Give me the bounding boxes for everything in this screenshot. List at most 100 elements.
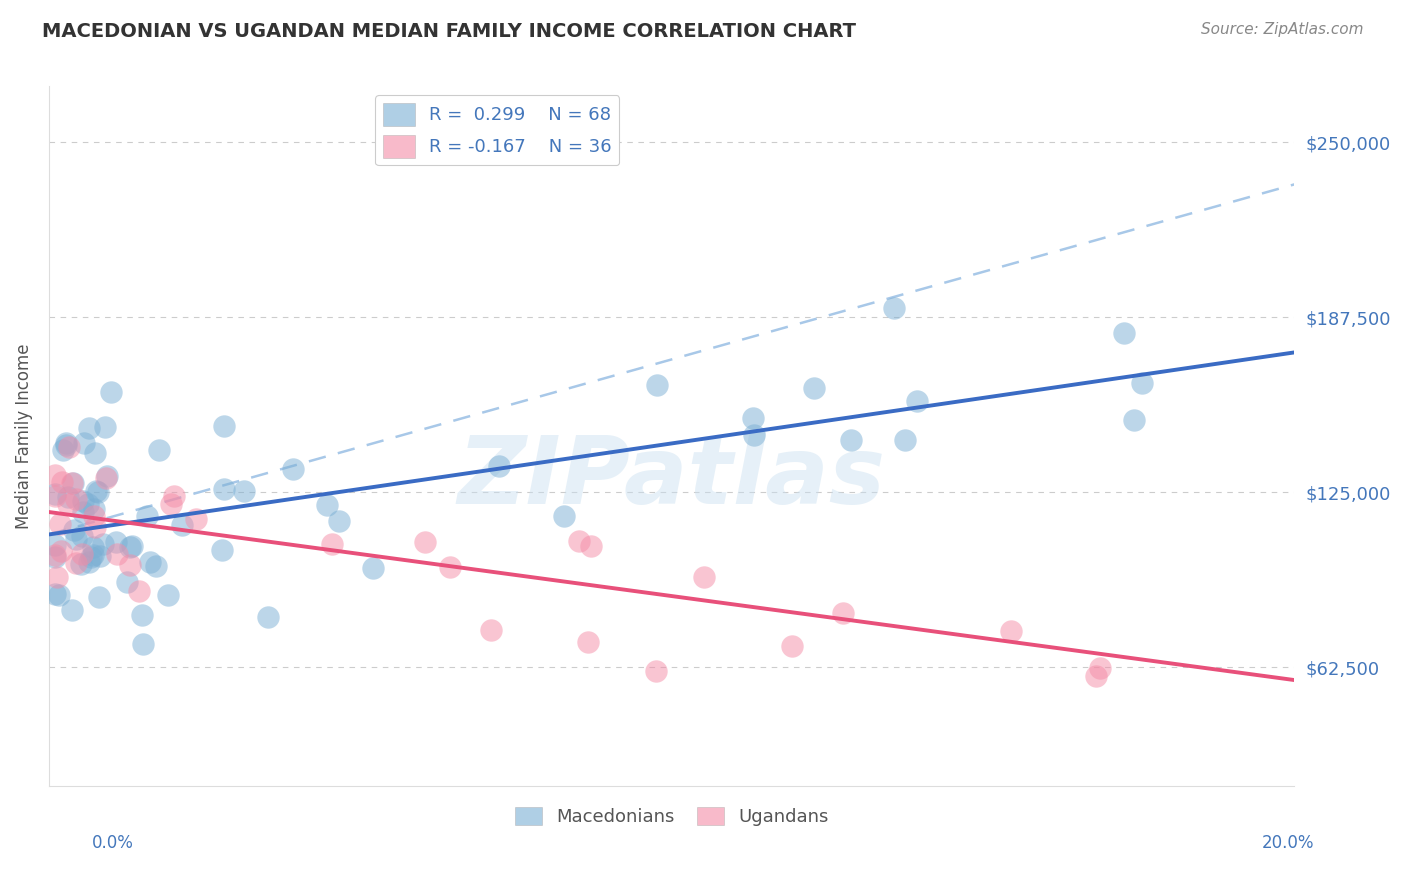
Point [832, 606, 855, 620]
Point [568, 533, 591, 548]
Point [145, 558, 167, 573]
Point [62, 523, 84, 537]
Point [803, 381, 825, 395]
Point [82, 540, 104, 554]
Point [70, 529, 93, 543]
Point [72, 505, 94, 519]
Point [780, 640, 803, 654]
Point [58, 441, 80, 455]
Point [79, 555, 101, 569]
Point [77, 421, 100, 435]
Point [44, 489, 66, 503]
Point [100, 384, 122, 399]
Point [65, 492, 87, 507]
Text: Source: ZipAtlas.com: Source: ZipAtlas.com [1201, 22, 1364, 37]
Point [56, 490, 79, 504]
Point [139, 554, 162, 568]
Legend: Macedonians, Ugandans: Macedonians, Ugandans [508, 799, 835, 833]
Point [361, 561, 384, 575]
Point [894, 433, 917, 447]
Point [83, 509, 105, 524]
Point [121, 539, 143, 553]
Point [84, 520, 107, 534]
Point [91, 537, 114, 551]
Point [693, 569, 716, 583]
Point [156, 588, 179, 602]
Point [328, 514, 350, 528]
Text: 20.0%: 20.0% [1263, 834, 1315, 852]
Point [48, 588, 70, 602]
Point [128, 583, 150, 598]
Point [118, 540, 141, 554]
Point [73, 435, 96, 450]
Point [62, 476, 84, 491]
Point [84, 484, 107, 499]
Point [105, 547, 128, 561]
Point [1088, 661, 1111, 675]
Point [44, 467, 66, 482]
Point [58, 497, 80, 511]
Point [55, 436, 77, 450]
Point [233, 483, 256, 498]
Point [87, 484, 110, 499]
Point [120, 558, 142, 573]
Point [184, 511, 207, 525]
Point [60, 476, 83, 491]
Point [645, 665, 668, 679]
Y-axis label: Median Family Income: Median Family Income [15, 343, 32, 529]
Point [80, 549, 103, 564]
Point [44, 548, 66, 562]
Point [52, 442, 75, 457]
Point [65, 556, 87, 570]
Point [131, 637, 153, 651]
Point [742, 427, 765, 442]
Point [163, 489, 186, 503]
Point [55, 438, 77, 452]
Point [741, 410, 763, 425]
Point [481, 624, 503, 638]
Point [212, 418, 235, 433]
Point [131, 608, 153, 623]
Point [44, 538, 66, 552]
Point [415, 534, 437, 549]
Point [1000, 624, 1022, 639]
Point [44, 587, 66, 601]
Point [115, 574, 138, 589]
Point [283, 462, 305, 476]
Point [160, 497, 183, 511]
Point [148, 443, 170, 458]
Point [839, 433, 862, 447]
Point [581, 539, 603, 553]
Point [439, 559, 461, 574]
Point [94, 471, 117, 485]
Point [49, 544, 72, 558]
Point [82, 548, 104, 562]
Point [647, 378, 669, 392]
Point [1114, 326, 1136, 341]
Point [44, 487, 66, 501]
Point [84, 446, 107, 460]
Point [1130, 376, 1153, 391]
Point [44, 549, 66, 564]
Point [905, 393, 928, 408]
Point [45, 570, 67, 584]
Point [488, 458, 510, 473]
Text: 0.0%: 0.0% [91, 834, 134, 852]
Point [89, 549, 111, 564]
Point [104, 535, 127, 549]
Point [69, 558, 91, 572]
Point [89, 591, 111, 605]
Point [316, 498, 339, 512]
Point [321, 536, 343, 550]
Point [65, 533, 87, 547]
Point [96, 469, 118, 483]
Point [1085, 669, 1108, 683]
Point [76, 497, 98, 511]
Point [212, 482, 235, 496]
Point [70, 547, 93, 561]
Point [72, 494, 94, 508]
Point [576, 634, 599, 648]
Point [1122, 413, 1144, 427]
Point [48, 517, 70, 532]
Point [60, 603, 83, 617]
